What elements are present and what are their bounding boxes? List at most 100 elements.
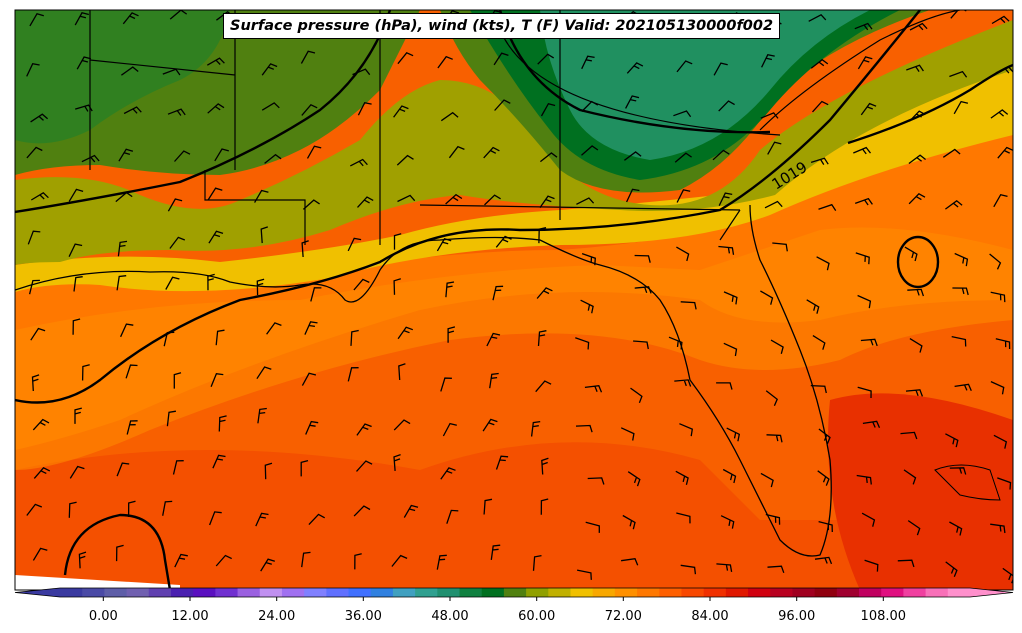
wind-barb bbox=[942, 148, 961, 158]
wind-barb bbox=[854, 22, 873, 31]
wind-barb bbox=[127, 500, 136, 518]
wind-barb bbox=[806, 299, 820, 314]
wind-barb bbox=[169, 236, 186, 249]
wind-barb bbox=[950, 10, 967, 19]
isobar-closed bbox=[896, 235, 940, 289]
wind-barb bbox=[486, 332, 501, 347]
colorbar-outline bbox=[14, 587, 1014, 598]
wind-barb bbox=[810, 384, 827, 394]
colorbar-swatch bbox=[748, 588, 771, 597]
colorbar-swatch bbox=[814, 588, 838, 597]
wind-barb bbox=[393, 278, 401, 295]
wind-barb bbox=[210, 372, 224, 387]
wind-barb bbox=[765, 513, 781, 525]
wind-barb bbox=[347, 367, 359, 382]
colorbar-tick-label: 60.00 bbox=[518, 609, 555, 624]
colorbar-tick-label: 72.00 bbox=[605, 609, 642, 624]
wind-barb bbox=[403, 504, 419, 518]
wind-barb bbox=[626, 188, 640, 203]
wind-barb bbox=[716, 382, 733, 390]
colorbar-swatch bbox=[592, 588, 616, 597]
wind-barb bbox=[207, 273, 215, 291]
wind-barb bbox=[115, 544, 124, 562]
wind-barb bbox=[68, 243, 83, 257]
wind-barb bbox=[857, 56, 873, 70]
wind-barb bbox=[75, 104, 93, 112]
wind-barb bbox=[173, 372, 182, 389]
colorbar-swatch bbox=[770, 588, 794, 597]
wind-barb bbox=[673, 110, 692, 118]
isobar-low bbox=[63, 513, 172, 590]
wind-barb bbox=[575, 424, 593, 433]
wind-barb bbox=[125, 364, 138, 379]
wind-barb bbox=[26, 146, 43, 159]
wind-barb bbox=[490, 544, 501, 560]
wind-barb bbox=[30, 327, 46, 341]
wind-barb bbox=[723, 342, 738, 357]
wind-barb bbox=[907, 288, 925, 297]
colorbar-swatch bbox=[437, 588, 461, 597]
wind-barb bbox=[76, 56, 92, 70]
colorbar-swatch bbox=[304, 588, 327, 597]
wind-barb bbox=[310, 287, 322, 302]
wind-barb bbox=[990, 381, 1005, 395]
wind-barb bbox=[352, 68, 371, 76]
wind-barb bbox=[818, 203, 837, 211]
wind-barb bbox=[907, 520, 921, 536]
wind-barb bbox=[997, 477, 1012, 490]
colorbar-swatch bbox=[326, 588, 350, 597]
wind-barb bbox=[78, 551, 87, 569]
colorbar-tick-label: 108.00 bbox=[861, 609, 907, 624]
wind-barb bbox=[123, 106, 142, 115]
colorbar-swatch bbox=[348, 588, 372, 597]
wind-barb bbox=[680, 564, 697, 575]
wind-barb bbox=[163, 331, 175, 347]
wind-barb bbox=[581, 100, 599, 112]
colorbar-swatch bbox=[126, 588, 150, 597]
wind-barb bbox=[172, 460, 184, 475]
wind-barb bbox=[537, 53, 555, 65]
wind-barb bbox=[585, 521, 600, 533]
wind-barb bbox=[954, 383, 972, 391]
temperature-fill-hottest bbox=[828, 393, 1013, 590]
wind-barb bbox=[718, 100, 735, 112]
wind-barb bbox=[993, 193, 1008, 208]
colorbar-swatch bbox=[903, 588, 927, 597]
wind-barb bbox=[208, 230, 224, 244]
wind-barb bbox=[680, 301, 697, 310]
wind-barb bbox=[864, 559, 879, 572]
wind-barb bbox=[772, 242, 788, 252]
wind-barb bbox=[440, 111, 459, 122]
wind-barb bbox=[215, 554, 232, 567]
colorbar-tick-label: 36.00 bbox=[345, 609, 382, 624]
colorbar-tick-label: 24.00 bbox=[258, 609, 295, 624]
wind-barb bbox=[301, 551, 311, 568]
colorbar-swatch bbox=[925, 588, 949, 597]
isobar bbox=[498, 10, 771, 134]
wind-barb bbox=[27, 230, 41, 245]
wind-barb bbox=[306, 145, 322, 159]
wind-barb bbox=[74, 12, 89, 26]
wind-barb bbox=[993, 434, 1008, 449]
wind-barb bbox=[814, 556, 833, 565]
wind-barb bbox=[206, 57, 225, 66]
wind-barb bbox=[73, 276, 83, 292]
wind-barb bbox=[810, 157, 829, 165]
state-borders bbox=[89, 10, 781, 245]
wind-barb bbox=[576, 197, 595, 205]
colorbar-swatch bbox=[881, 588, 905, 597]
wind-barb bbox=[538, 226, 547, 244]
wind-barb bbox=[301, 372, 317, 386]
wind-barb bbox=[624, 151, 642, 161]
wind-barb bbox=[818, 520, 833, 533]
wind-barb bbox=[301, 103, 318, 116]
temperature-fill-hot bbox=[15, 442, 1013, 590]
wind-barb bbox=[494, 99, 511, 111]
wind-barb bbox=[810, 58, 829, 69]
wind-barb bbox=[952, 287, 969, 296]
wind-barb bbox=[854, 197, 873, 206]
colorbar-swatch bbox=[82, 588, 105, 597]
wind-barb bbox=[634, 254, 651, 263]
colorbar bbox=[14, 587, 1014, 598]
temperature-fill-warm-2 bbox=[15, 227, 1013, 470]
